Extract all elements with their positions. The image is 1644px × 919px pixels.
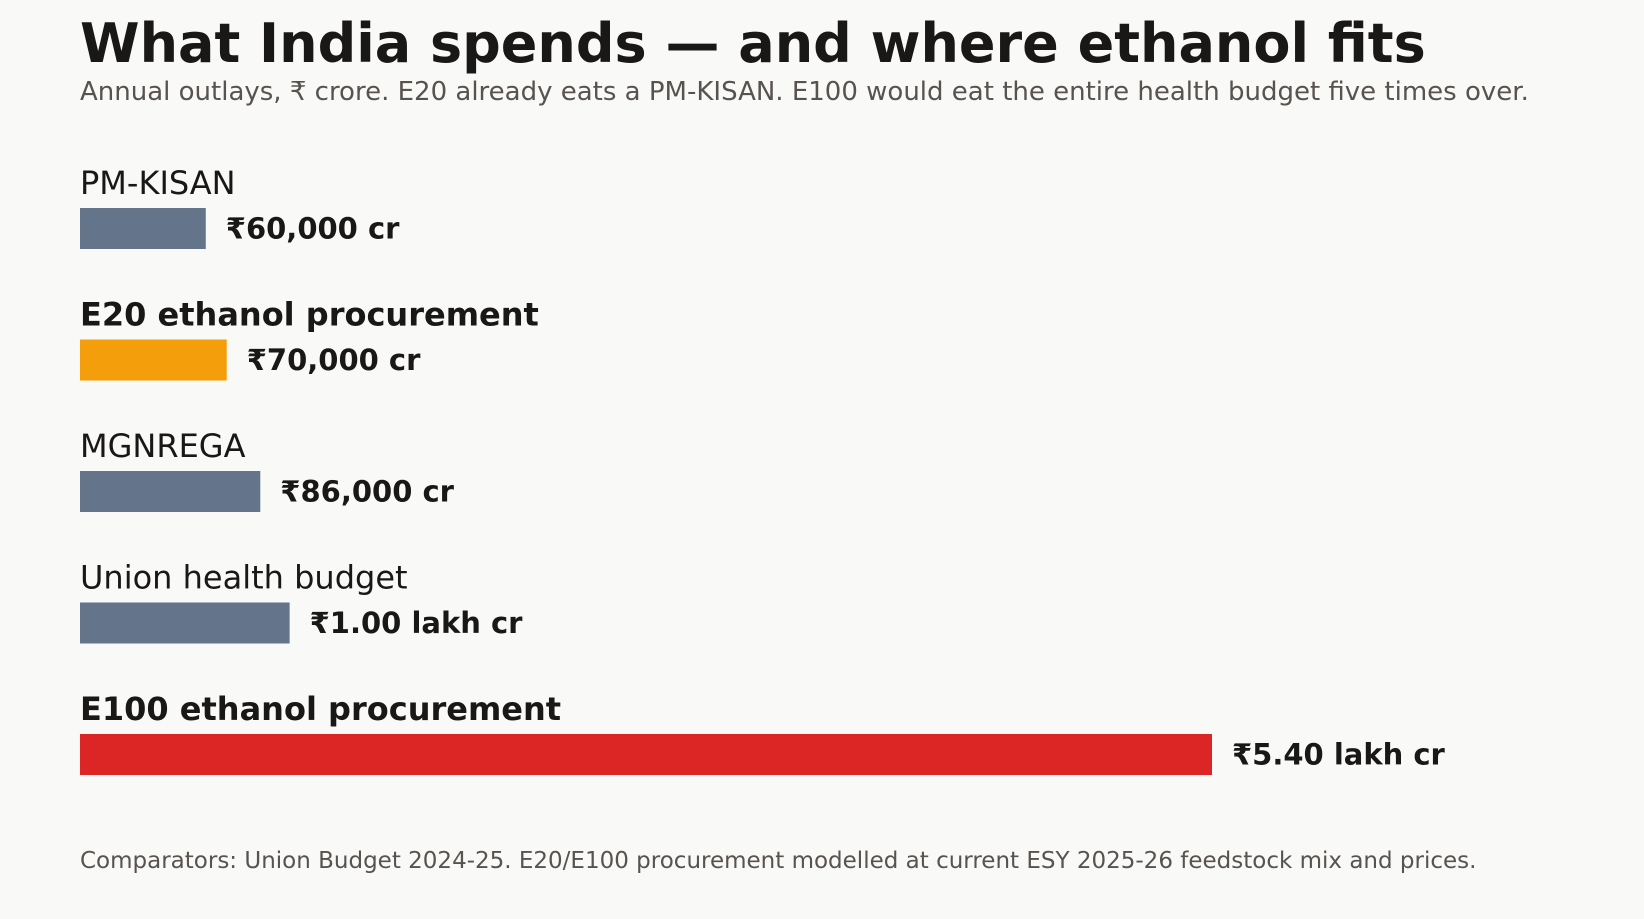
bar (80, 471, 261, 512)
chart-title: What India spends — and where ethanol fi… (80, 12, 1426, 75)
chart-footnote: Comparators: Union Budget 2024-25. E20/E… (80, 848, 1476, 874)
bar (80, 339, 227, 381)
bar (80, 602, 290, 644)
bar-group: PM-KISAN ₹60,000 cr E20 ethanol procuremen… (80, 164, 1446, 775)
category-label: Union health budget (80, 559, 408, 597)
category-label: E20 ethanol procurement (80, 296, 539, 334)
value-label: ₹86,000 cr (280, 475, 454, 509)
value-label: ₹1.00 lakh cr (310, 606, 524, 640)
chart-subtitle: Annual outlays, ₹ crore. E20 already eat… (80, 77, 1529, 107)
category-label: E100 ethanol procurement (80, 690, 561, 728)
category-label: MGNREGA (80, 427, 246, 465)
bar (80, 734, 1212, 775)
value-label: ₹60,000 cr (226, 212, 400, 246)
value-label: ₹5.40 lakh cr (1232, 738, 1446, 772)
value-label: ₹70,000 cr (247, 343, 421, 377)
bar (80, 208, 206, 249)
category-label: PM-KISAN (80, 164, 236, 202)
